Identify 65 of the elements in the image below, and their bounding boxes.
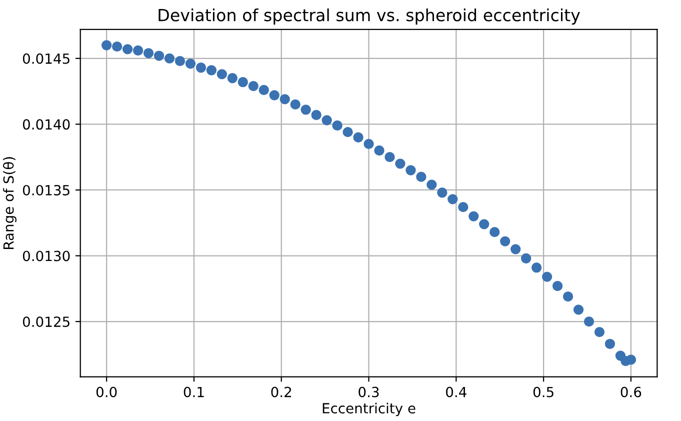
point: [374, 145, 384, 156]
point: [300, 104, 311, 115]
y-tick-label: 0.0135: [22, 184, 70, 196]
point: [132, 45, 144, 56]
x-tick-label: 0.0: [96, 386, 117, 398]
point: [196, 62, 206, 73]
y-axis-title: Range of S(θ): [2, 157, 16, 249]
x-tick-label: 0.4: [446, 386, 466, 398]
point: [332, 120, 342, 131]
point: [143, 48, 154, 58]
chart-title: Deviation of spectral sum vs. spheroid eccentricity: [158, 8, 580, 25]
point: [395, 158, 406, 169]
point: [531, 262, 542, 273]
point: [520, 253, 532, 264]
y-tick-label: 0.0125: [22, 316, 70, 328]
y-tick-label: 0.0140: [22, 119, 70, 130]
point: [500, 236, 510, 246]
point: [573, 304, 584, 315]
point: [216, 69, 228, 80]
point: [238, 77, 248, 88]
x-tick-label: 0.6: [620, 386, 642, 398]
point: [552, 280, 563, 292]
point: [258, 84, 269, 96]
point: [185, 58, 196, 69]
point: [584, 316, 594, 327]
point: [458, 202, 468, 212]
point: [468, 211, 479, 222]
point: [227, 73, 238, 84]
point: [248, 80, 258, 92]
point: [174, 56, 186, 66]
point: [342, 127, 353, 138]
point: [604, 338, 616, 349]
x-axis-title: Eccentricity e: [322, 402, 416, 416]
point: [122, 44, 133, 54]
point: [416, 172, 426, 182]
point: [562, 291, 574, 302]
point: [448, 194, 458, 204]
point: [626, 354, 636, 365]
x-tick-label: 0.2: [271, 386, 292, 398]
point: [206, 65, 217, 76]
point: [479, 219, 490, 230]
point: [280, 94, 290, 104]
x-tick-label: 0.3: [358, 386, 379, 398]
point: [542, 272, 552, 282]
point: [364, 138, 374, 150]
point: [101, 40, 112, 50]
point: [311, 110, 322, 120]
x-tick-label: 0.5: [533, 386, 554, 398]
point: [353, 132, 364, 142]
point: [426, 180, 437, 190]
point: [510, 244, 521, 254]
y-tick-label: 0.0145: [22, 53, 70, 64]
point: [322, 115, 332, 126]
point: [406, 165, 416, 176]
point: [594, 326, 605, 338]
point: [154, 50, 164, 61]
point: [490, 226, 500, 238]
point: [437, 188, 448, 198]
point: [384, 152, 395, 162]
point: [290, 99, 300, 110]
point: [164, 53, 175, 64]
point: [112, 41, 122, 52]
point: [269, 90, 280, 100]
x-tick-label: 0.1: [184, 386, 204, 398]
y-tick-label: 0.0130: [22, 250, 70, 262]
